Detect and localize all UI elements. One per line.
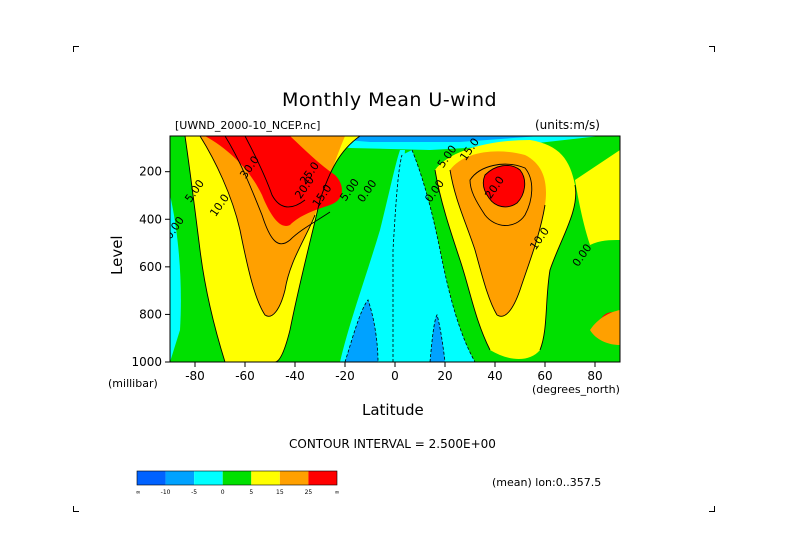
fill-negative <box>340 150 475 362</box>
x-tick-label: 0 <box>391 369 399 383</box>
negative-contour-lines <box>344 149 476 362</box>
x-tick-label: -60 <box>235 369 255 383</box>
contour-lines <box>184 136 577 362</box>
y-tick-label: 200 <box>139 165 162 179</box>
fill-nh-highlat-yellow <box>575 150 620 245</box>
x-axis-unit: (degrees_north) <box>532 383 620 396</box>
crop-mark-top-right <box>709 46 715 52</box>
mean-note: (mean) lon:0..357.5 <box>492 476 602 489</box>
fill-blue-pocket-2 <box>430 315 445 362</box>
colorbar-swatch <box>137 471 166 485</box>
colorbar-swatch <box>222 471 252 485</box>
colorbar-tick-label: -10 <box>161 489 171 496</box>
dataset-label: [UWND_2000-10_NCEP.nc] <box>175 119 321 132</box>
colorbar-swatch <box>165 471 195 485</box>
colorbar-swatch <box>251 471 280 485</box>
colorbar-tick-label: 15 <box>276 489 284 496</box>
x-tick-label: -20 <box>335 369 355 383</box>
colorbar-swatch <box>194 471 223 485</box>
x-axis: -80 -60 -40 -20 0 20 40 60 80 <box>185 362 603 383</box>
colorbar: -∞ -10 -5 0 5 15 25 ∞ <box>136 470 340 496</box>
y-tick-label: 400 <box>139 212 162 226</box>
x-axis-title: Latitude <box>362 401 424 419</box>
colorbar-tick-label: 0 <box>221 489 225 496</box>
contour-fill: 30.0 25.020.015.010.05.000.005.000.00 0.00… <box>170 136 620 362</box>
y-tick-label: 800 <box>139 307 162 321</box>
x-tick-label: 80 <box>587 369 602 383</box>
colorbar-tick-label: 5 <box>249 489 253 496</box>
x-tick-label: -40 <box>285 369 305 383</box>
crop-mark-bottom-right <box>709 506 715 512</box>
y-tick-label: 600 <box>139 260 162 274</box>
colorbar-tick-label: 25 <box>305 489 313 496</box>
colorbar-tick-label: -5 <box>191 489 197 496</box>
y-axis: 200 400 600 800 1000 <box>131 165 170 369</box>
y-axis-unit: (millibar) <box>108 377 158 390</box>
chart-title: Monthly Mean U-wind <box>282 89 498 111</box>
units-label: (units:m/s) <box>535 118 600 132</box>
y-axis-title: Level <box>108 235 126 275</box>
x-tick-label: 60 <box>537 369 552 383</box>
fill-top-easterly-2 <box>300 136 540 142</box>
x-tick-label: -80 <box>185 369 205 383</box>
y-tick-label: 1000 <box>131 355 162 369</box>
crop-mark-bottom-left <box>73 506 79 512</box>
fill-sh-cyan <box>170 195 181 362</box>
contour-interval-text: CONTOUR INTERVAL = 2.500E+00 <box>289 437 496 451</box>
fill-sh-jet-red <box>205 136 342 226</box>
x-tick-label: 20 <box>437 369 452 383</box>
colorbar-tick-label: ∞ <box>335 489 340 496</box>
crop-mark-top-left <box>73 46 79 52</box>
colorbar-frame <box>136 470 338 486</box>
colorbar-swatch <box>308 471 337 485</box>
colorbar-swatch <box>279 471 309 485</box>
fill-nh-surface-orange <box>590 310 620 345</box>
x-tick-label: 40 <box>487 369 502 383</box>
colorbar-tick-label: -∞ <box>136 489 141 496</box>
fill-blue-pocket-1 <box>345 300 378 362</box>
fill-nh-jet-red <box>483 165 525 207</box>
